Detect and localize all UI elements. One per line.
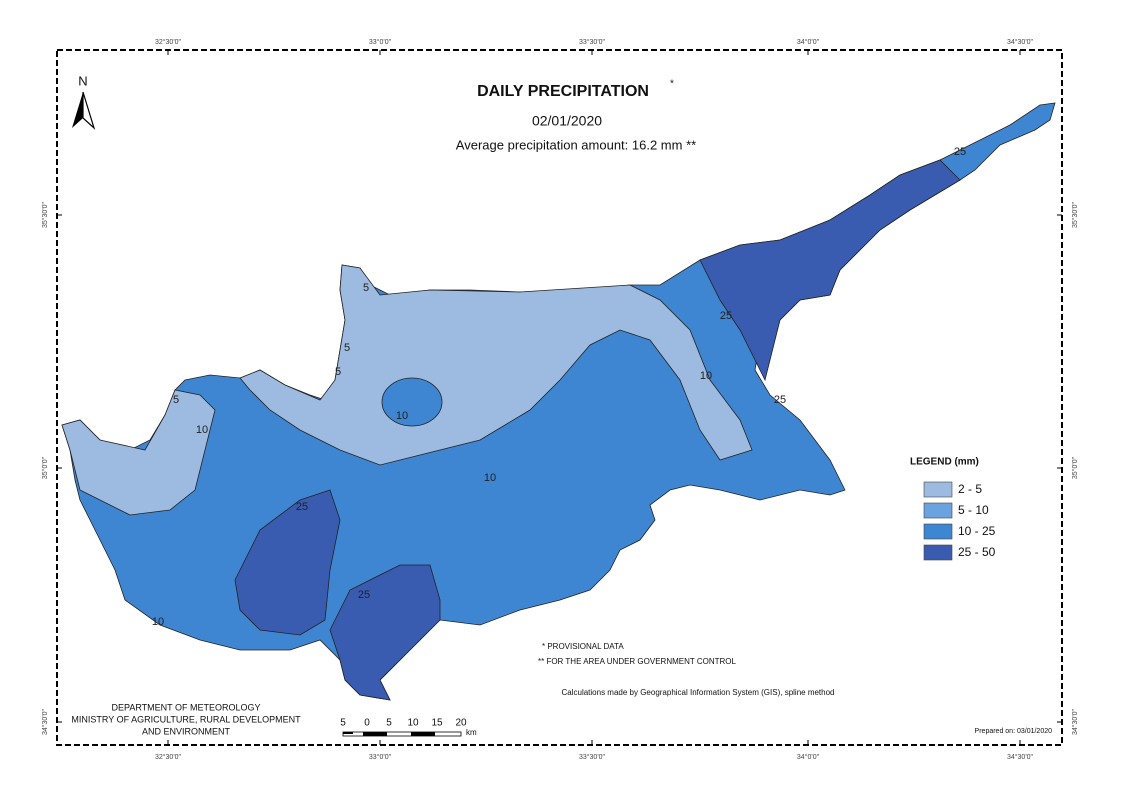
- scale-bar-segment: [411, 732, 435, 736]
- note: * PROVISIONAL DATA: [542, 642, 624, 651]
- title: DAILY PRECIPITATION: [477, 83, 649, 100]
- legend-label: 10 - 25: [958, 524, 996, 538]
- north-arrow: [72, 92, 83, 128]
- scale-bar: km 5 0 5 10 15 20: [340, 718, 477, 737]
- scale-label: 0: [364, 718, 370, 729]
- longitude-label: 32°30'0": [155, 753, 182, 761]
- latitude-label: 34°30'0": [41, 708, 49, 735]
- department: AND ENVIRONMENT: [142, 726, 231, 736]
- contour-label: 25: [954, 146, 966, 158]
- contour-label: 10: [484, 472, 496, 484]
- longitude-label: 34°30'0": [1007, 38, 1034, 46]
- scale-bar-segment: [363, 732, 387, 736]
- zone-10-25: [381, 377, 443, 427]
- north-label: N: [78, 73, 87, 88]
- contour-label: 25: [774, 394, 786, 406]
- latitude-label: 35°0'0": [1071, 456, 1079, 479]
- contour-label: 10: [396, 410, 408, 422]
- latitude-label: 35°0'0": [41, 456, 49, 479]
- legend-swatch: [923, 481, 953, 498]
- zone-25-50: [234, 489, 341, 636]
- scale-unit: km: [466, 728, 477, 737]
- contour-label: 25: [358, 589, 370, 601]
- longitude-label: 33°30'0": [579, 38, 606, 46]
- note: ** FOR THE AREA UNDER GOVERNMENT CONTROL: [538, 657, 737, 666]
- scale-bar-segment: [343, 732, 353, 734]
- longitude-label: 33°0'0": [369, 753, 392, 761]
- subtitle: Average precipitation amount: 16.2 mm **: [456, 137, 696, 152]
- legend: LEGEND (mm) 2 - 5 5 - 10 10 - 25 25 - 50: [910, 457, 996, 561]
- precipitation-zones: [61, 102, 1056, 701]
- contour-label: 10: [196, 424, 208, 436]
- zone-25-50: [699, 159, 961, 382]
- longitude-label: 34°0'0": [797, 753, 820, 761]
- scale-label: 5: [340, 718, 346, 729]
- department: MINISTRY OF AGRICULTURE, RURAL DEVELOPME…: [71, 714, 301, 724]
- contour-label: 25: [296, 501, 308, 513]
- legend-swatch: [923, 523, 953, 540]
- contour-label: 10: [700, 370, 712, 382]
- scale-label: 10: [407, 718, 419, 729]
- prepared-date: Prepared on: 03/01/2020: [975, 728, 1053, 735]
- zone-25-50: [329, 564, 441, 701]
- latitude-label: 34°30'0": [1071, 708, 1079, 735]
- contour-labels: 5 5 5 5 10 10 10 10 10 25 25 25 25 25: [152, 146, 966, 628]
- legend-title: LEGEND (mm): [910, 457, 979, 468]
- longitude-label: 34°0'0": [797, 38, 820, 46]
- zone-2-5: [61, 389, 216, 516]
- scale-label: 15: [431, 718, 443, 729]
- contour-label: 25: [720, 310, 732, 322]
- method-note: Calculations made by Geographical Inform…: [561, 688, 834, 697]
- latitude-label: 35°30'0": [1071, 201, 1079, 228]
- contour-label: 5: [363, 282, 369, 294]
- longitude-label: 33°30'0": [579, 753, 606, 761]
- legend-label: 5 - 10: [958, 503, 989, 517]
- legend-swatch: [923, 544, 953, 561]
- longitude-label: 34°30'0": [1007, 753, 1034, 761]
- legend-label: 2 - 5: [958, 482, 982, 496]
- legend-swatch: [923, 502, 953, 519]
- latitude-label: 35°30'0": [41, 201, 49, 228]
- contour-label: 5: [344, 342, 350, 354]
- scale-label: 20: [455, 718, 467, 729]
- legend-label: 25 - 50: [958, 545, 996, 559]
- contour-label: 5: [335, 366, 341, 378]
- contour-label: 10: [152, 616, 164, 628]
- longitude-label: 33°0'0": [369, 38, 392, 46]
- date: 02/01/2020: [532, 113, 602, 129]
- title-mark: *: [670, 79, 674, 90]
- scale-label: 5: [386, 718, 392, 729]
- graticule-labels: 32°30'0" 32°30'0" 33°0'0" 33°0'0" 33°30'0" 33…: [41, 38, 1079, 761]
- longitude-label: 32°30'0": [155, 38, 182, 46]
- department: DEPARTMENT OF METEOROLOGY: [111, 702, 260, 712]
- scale-bar-outline: [342, 731, 462, 737]
- zone-2-5: [239, 264, 753, 466]
- contour-label: 5: [173, 394, 179, 406]
